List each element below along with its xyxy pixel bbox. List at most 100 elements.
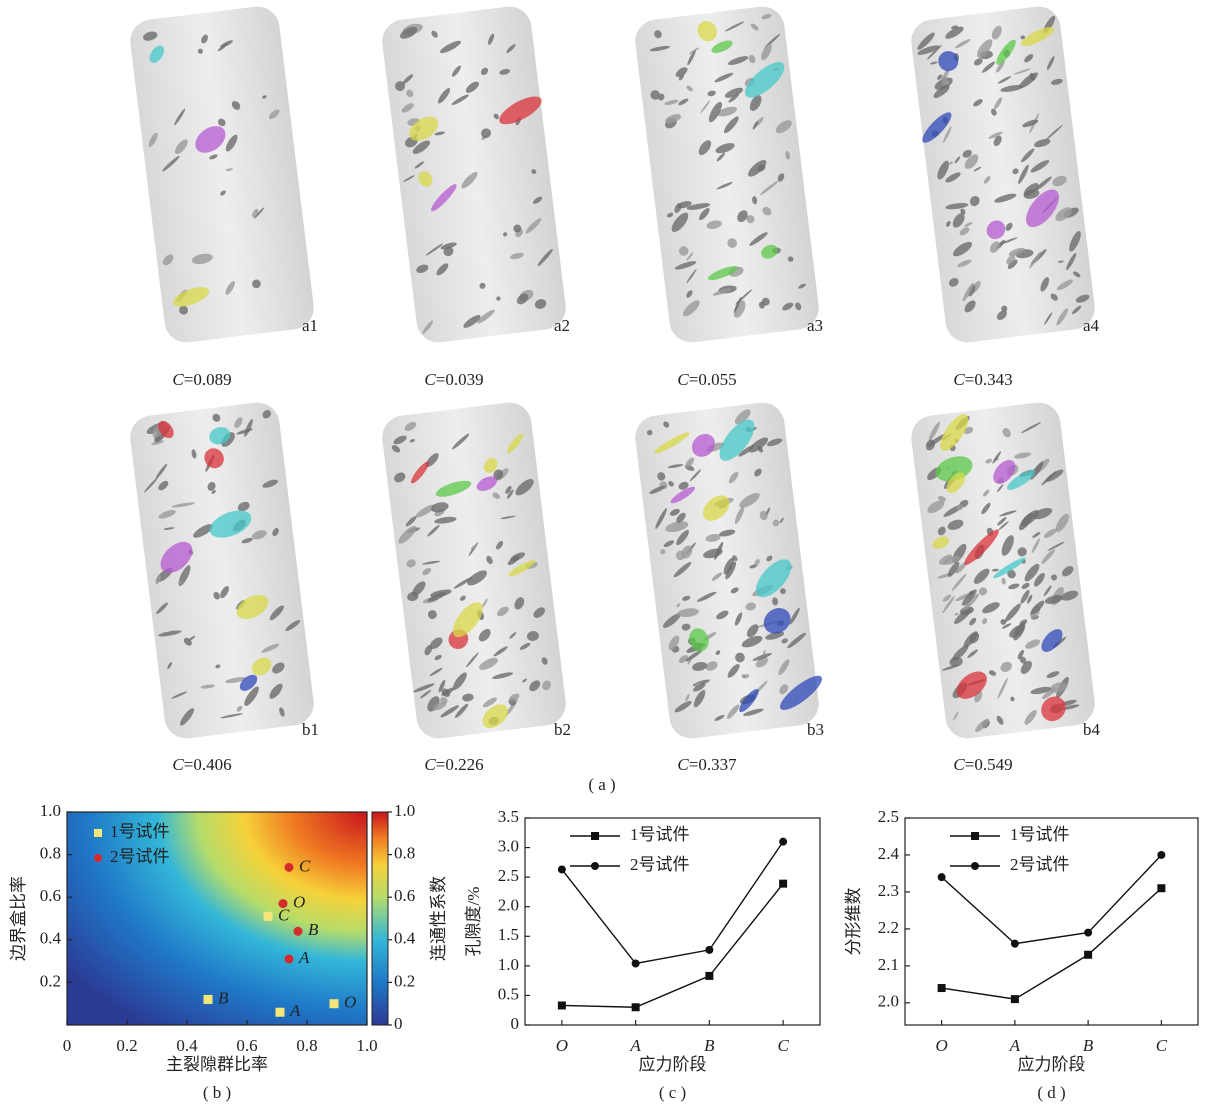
fracture: [500, 515, 516, 520]
fracture-cluster: [430, 184, 457, 212]
legend-marker: [971, 862, 979, 870]
fracture-cluster: [691, 433, 715, 457]
fracture: [1013, 68, 1032, 75]
fracture: [220, 586, 229, 599]
connectivity-label: C=0.226: [424, 755, 483, 774]
connectivity-label: C=0.343: [953, 370, 1012, 389]
fracture: [928, 421, 940, 442]
fracture: [1057, 260, 1064, 263]
plot-frame: [904, 817, 1199, 1026]
fracture-cluster: [986, 220, 1006, 240]
fracture: [777, 173, 785, 182]
fracture: [1025, 639, 1041, 649]
fracture: [477, 309, 495, 324]
fracture: [665, 521, 689, 533]
fracture-cluster: [1041, 629, 1063, 652]
fracture: [506, 489, 514, 499]
fracture: [954, 612, 959, 616]
fracture: [686, 85, 693, 92]
x-tick-label: B: [704, 1036, 715, 1055]
fracture: [759, 180, 779, 196]
colorbar-label: 连通性系数: [429, 876, 448, 961]
fracture: [945, 26, 964, 39]
fracture: [708, 101, 722, 123]
fracture: [171, 691, 188, 699]
fracture: [1023, 189, 1040, 199]
fracture: [1021, 148, 1035, 163]
x-axis-label: 应力阶段: [639, 1055, 707, 1074]
fracture: [269, 605, 284, 621]
fracture: [1050, 293, 1058, 301]
colorbar-tick-label: 0.6: [394, 886, 415, 905]
fracture: [937, 74, 943, 80]
fracture: [1021, 422, 1042, 434]
fracture: [719, 529, 736, 537]
fracture: [1047, 541, 1065, 551]
specimen-body: [635, 6, 819, 343]
point-label: B: [218, 988, 229, 1007]
data-point: [937, 873, 946, 882]
fracture: [1021, 582, 1030, 589]
fracture: [151, 440, 164, 446]
fracture-cluster: [209, 427, 231, 445]
fracture-cluster: [922, 112, 952, 143]
fracture: [529, 680, 541, 692]
fracture: [1005, 603, 1021, 622]
fracture: [749, 95, 762, 111]
fracture: [234, 417, 243, 429]
heatmap: [67, 812, 367, 1025]
fracture: [463, 315, 481, 328]
fracture: [1034, 138, 1051, 148]
fracture: [252, 279, 261, 289]
fracture: [462, 693, 474, 702]
fracture: [683, 300, 700, 317]
fracture: [696, 591, 717, 602]
fracture: [1019, 656, 1027, 664]
fracture: [716, 182, 733, 190]
fracture: [522, 678, 528, 683]
fracture: [480, 67, 489, 75]
fracture-cluster: [482, 704, 508, 729]
fracture: [1056, 279, 1073, 291]
fracture: [677, 608, 699, 618]
fracture: [956, 503, 964, 511]
fracture: [1072, 271, 1081, 278]
fracture: [798, 283, 806, 289]
fracture: [465, 652, 479, 668]
fracture: [951, 25, 959, 30]
fracture: [963, 593, 980, 611]
fracture: [941, 664, 959, 671]
fracture-cluster: [938, 51, 959, 72]
y-tick-label: 2.1: [878, 955, 899, 974]
fracture: [996, 60, 1005, 73]
fracture: [1007, 569, 1016, 579]
value: =0.406: [184, 755, 232, 774]
fracture: [743, 674, 750, 679]
legend-marker: [591, 832, 599, 840]
specimen-image: [635, 6, 819, 343]
fracture: [217, 43, 228, 52]
fracture: [262, 410, 271, 419]
fracture: [493, 469, 504, 480]
fracture: [964, 300, 976, 313]
fracture: [429, 637, 443, 649]
legend-marker: [971, 832, 979, 840]
fracture: [269, 109, 280, 120]
fracture-cluster: [149, 45, 165, 63]
fracture-cluster: [996, 39, 1016, 65]
data-point: [284, 862, 294, 872]
y-tick-label: 0.4: [40, 929, 62, 948]
data-point: [1157, 850, 1166, 859]
fracture-cluster: [689, 628, 709, 652]
fracture-cluster: [160, 541, 193, 573]
fracture: [1008, 583, 1020, 590]
fracture-cluster: [499, 96, 542, 125]
image-label: b2: [554, 720, 571, 739]
x-tick-label: C: [1156, 1036, 1168, 1055]
value: =0.549: [965, 755, 1013, 774]
fracture: [162, 254, 174, 266]
fracture: [947, 519, 964, 530]
fracture: [261, 643, 280, 653]
fracture: [252, 208, 259, 218]
fracture: [432, 701, 447, 711]
